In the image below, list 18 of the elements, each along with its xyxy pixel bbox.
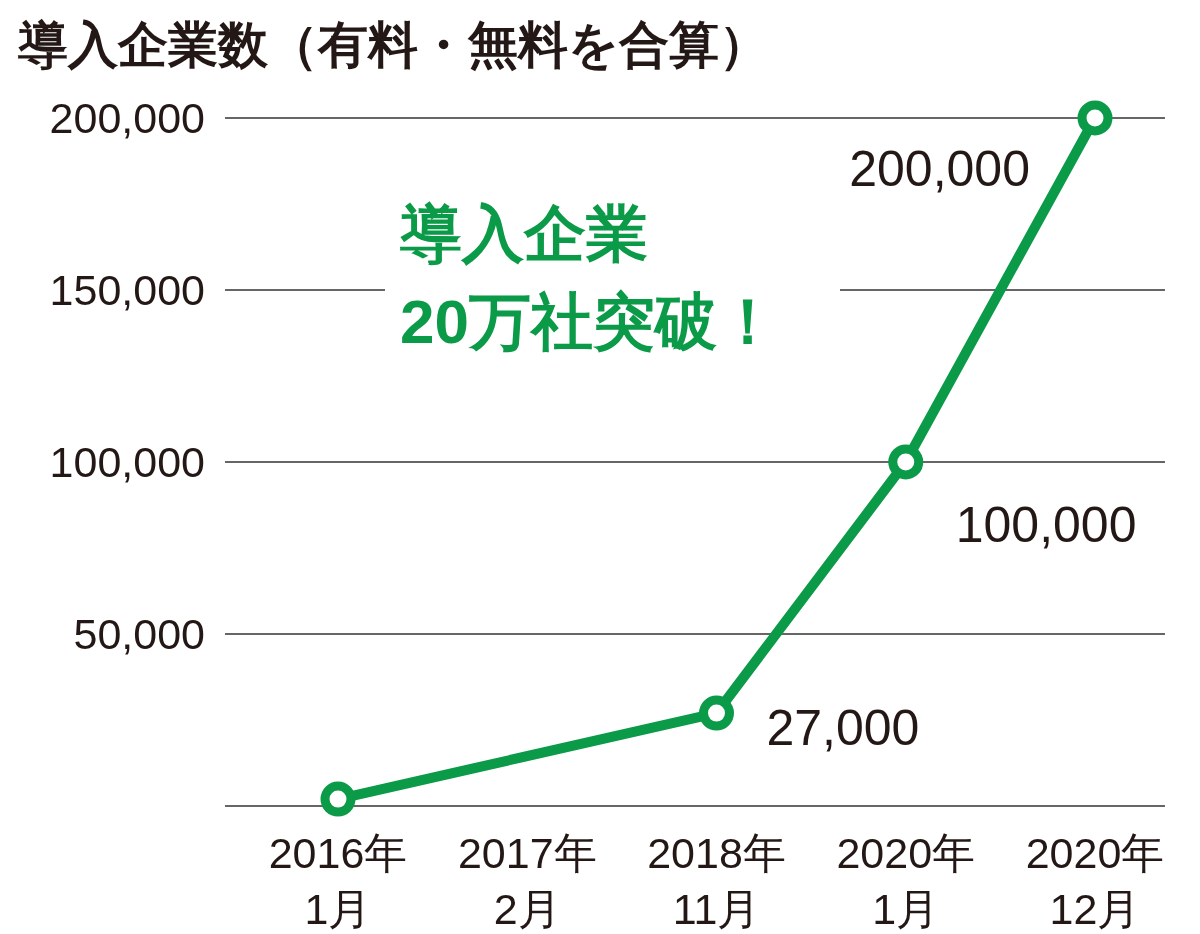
data-label: 200,000 — [849, 141, 1030, 197]
annotation: 導入企業 20万社突破！ — [399, 199, 779, 356]
x-tick-label: 2020年 1月 — [836, 829, 976, 933]
x-tick-label: 2017年 2月 — [457, 829, 597, 933]
data-label: 27,000 — [766, 700, 920, 757]
y-tick-label: 150,000 — [49, 266, 205, 314]
point — [1077, 100, 1113, 136]
point — [888, 444, 924, 480]
y-tick-label: 50,000 — [73, 610, 205, 658]
data-label: 100,000 — [955, 497, 1137, 553]
x-tick-label: 2016年 1月 — [268, 829, 408, 933]
x-tick-label: 2020年 12月 — [1025, 829, 1165, 933]
chart-title: 導入企業数（有料・無料を合算） — [17, 17, 769, 73]
point — [320, 781, 356, 817]
y-tick-label: 200,000 — [49, 94, 205, 142]
x-tick-label: 2018年 11月 — [647, 829, 786, 933]
y-tick-label: 100,000 — [49, 438, 205, 486]
point — [699, 695, 734, 731]
